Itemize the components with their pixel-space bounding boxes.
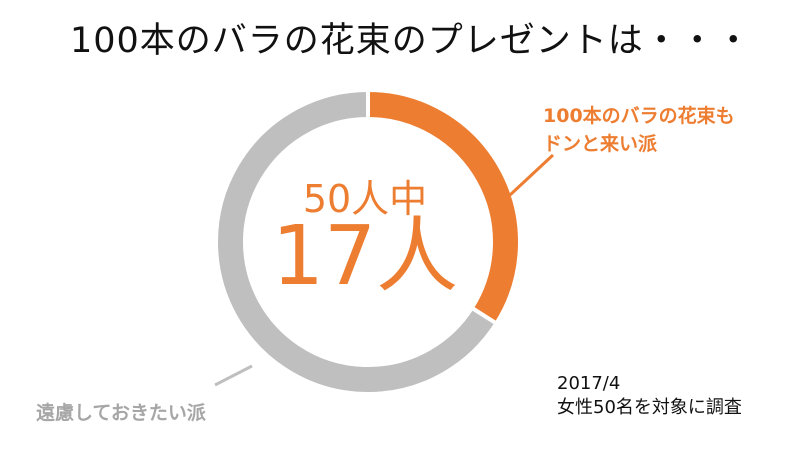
leader-line-gray bbox=[214, 364, 253, 387]
center-total-label: 50人中 bbox=[302, 177, 428, 221]
donut-slice-decline bbox=[214, 87, 500, 396]
survey-date: 2017/4 bbox=[557, 373, 621, 394]
survey-description: 女性50名を対象に調査 bbox=[557, 397, 742, 418]
leader-line-orange bbox=[508, 153, 555, 197]
survey-note: 2017/4 女性50名を対象に調査 bbox=[557, 372, 742, 420]
slice-label-decline: 遠慮しておきたい派 bbox=[36, 402, 206, 424]
donut-slices bbox=[214, 87, 522, 396]
center-count-label: 17人 bbox=[271, 209, 459, 304]
slice-label-accept-line1: 100本のバラの花束も bbox=[543, 105, 735, 127]
slice-label-accept-line2: ドンと来い派 bbox=[543, 133, 658, 155]
slice-label-accept: 100本のバラの花束も ドンと来い派 bbox=[543, 102, 735, 158]
chart-title: 100本のバラの花束のプレゼントは・・・ bbox=[70, 21, 752, 61]
